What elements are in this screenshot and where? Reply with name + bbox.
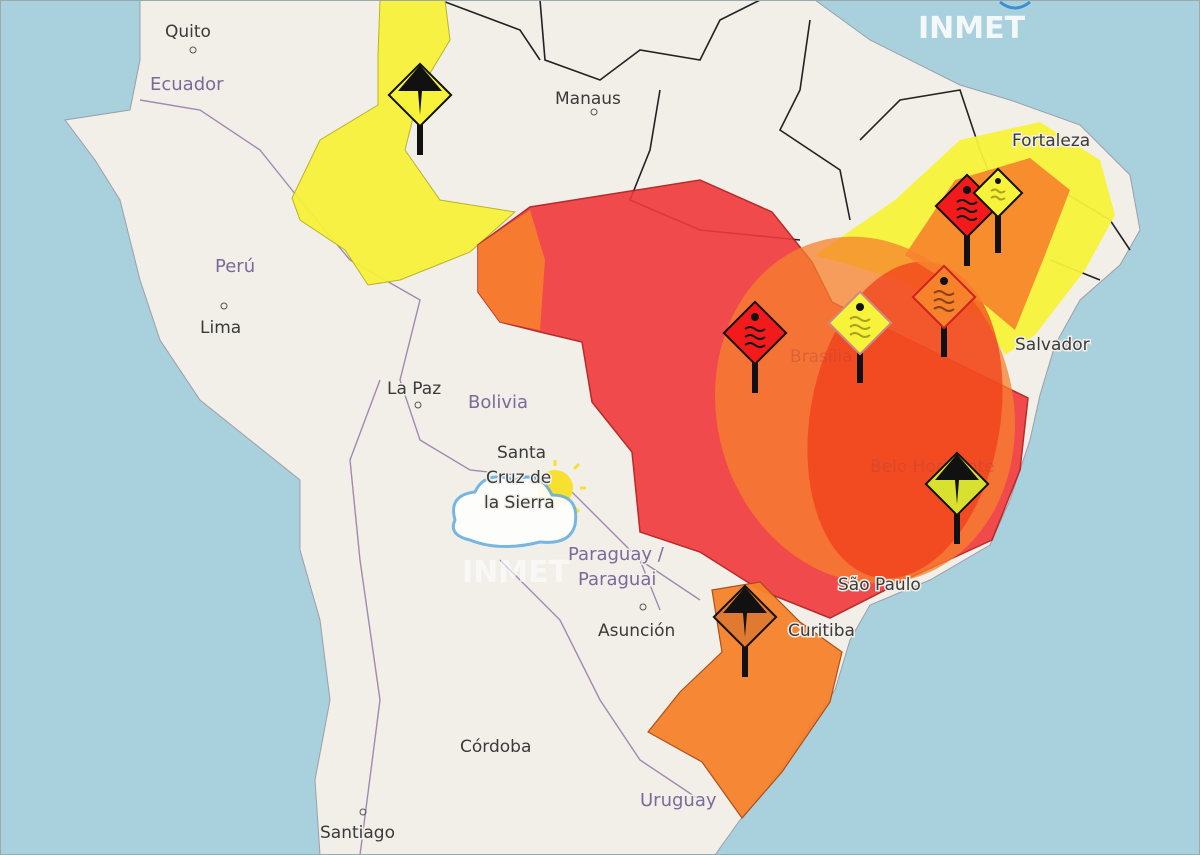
inmet-watermark: INMET [462, 555, 570, 590]
label-paraguai: Paraguai [578, 569, 656, 590]
storm-alert-icon[interactable] [387, 62, 453, 155]
label-cordoba: Córdoba [460, 737, 531, 757]
label-lima: Lima [200, 318, 241, 338]
storm-alert-icon[interactable] [924, 451, 990, 544]
label-manaus: Manaus [555, 89, 621, 109]
place-labels: Quito Ecuador Manaus Fortaleza Perú Lima… [149, 21, 1092, 845]
inmet-logo: INMET [918, 0, 1031, 46]
label-santa-cruz-2: Cruz de [486, 468, 551, 488]
heat-wave-alert-icon[interactable] [722, 300, 788, 393]
heat-wave-alert-icon[interactable] [827, 290, 893, 383]
inmet-logo-text: INMET [918, 11, 1026, 46]
label-quito: Quito [165, 22, 211, 42]
heat-wave-alert-icon[interactable] [911, 264, 977, 357]
label-santa-cruz: Santa [497, 443, 546, 463]
label-la-paz: La Paz [387, 379, 441, 399]
label-santa-cruz-3: la Sierra [484, 493, 555, 513]
label-brasilia: Brasília [790, 347, 853, 367]
sun-behind-cloud-icon: INMET [451, 460, 586, 590]
label-curitiba: Curitiba [788, 621, 855, 641]
label-salvador: Salvador [1015, 335, 1090, 355]
heat-wave-alert-icon[interactable] [972, 167, 1024, 253]
label-bolivia: Bolivia [468, 392, 528, 413]
label-fortaleza: Fortaleza [1012, 131, 1090, 151]
storm-alert-icon[interactable] [712, 584, 778, 677]
alert-icons [387, 62, 1024, 677]
label-santiago: Santiago [320, 823, 395, 843]
label-ecuador: Ecuador [150, 74, 224, 95]
label-peru: Perú [215, 256, 255, 277]
label-sao-paulo: São Paulo [838, 575, 921, 595]
label-uruguay: Uruguay [640, 790, 717, 811]
label-asuncion: Asunción [598, 621, 675, 641]
alert-area-orange-west [478, 210, 545, 330]
label-paraguay: Paraguay / [568, 544, 665, 565]
alert-area-orange-south [647, 581, 843, 819]
